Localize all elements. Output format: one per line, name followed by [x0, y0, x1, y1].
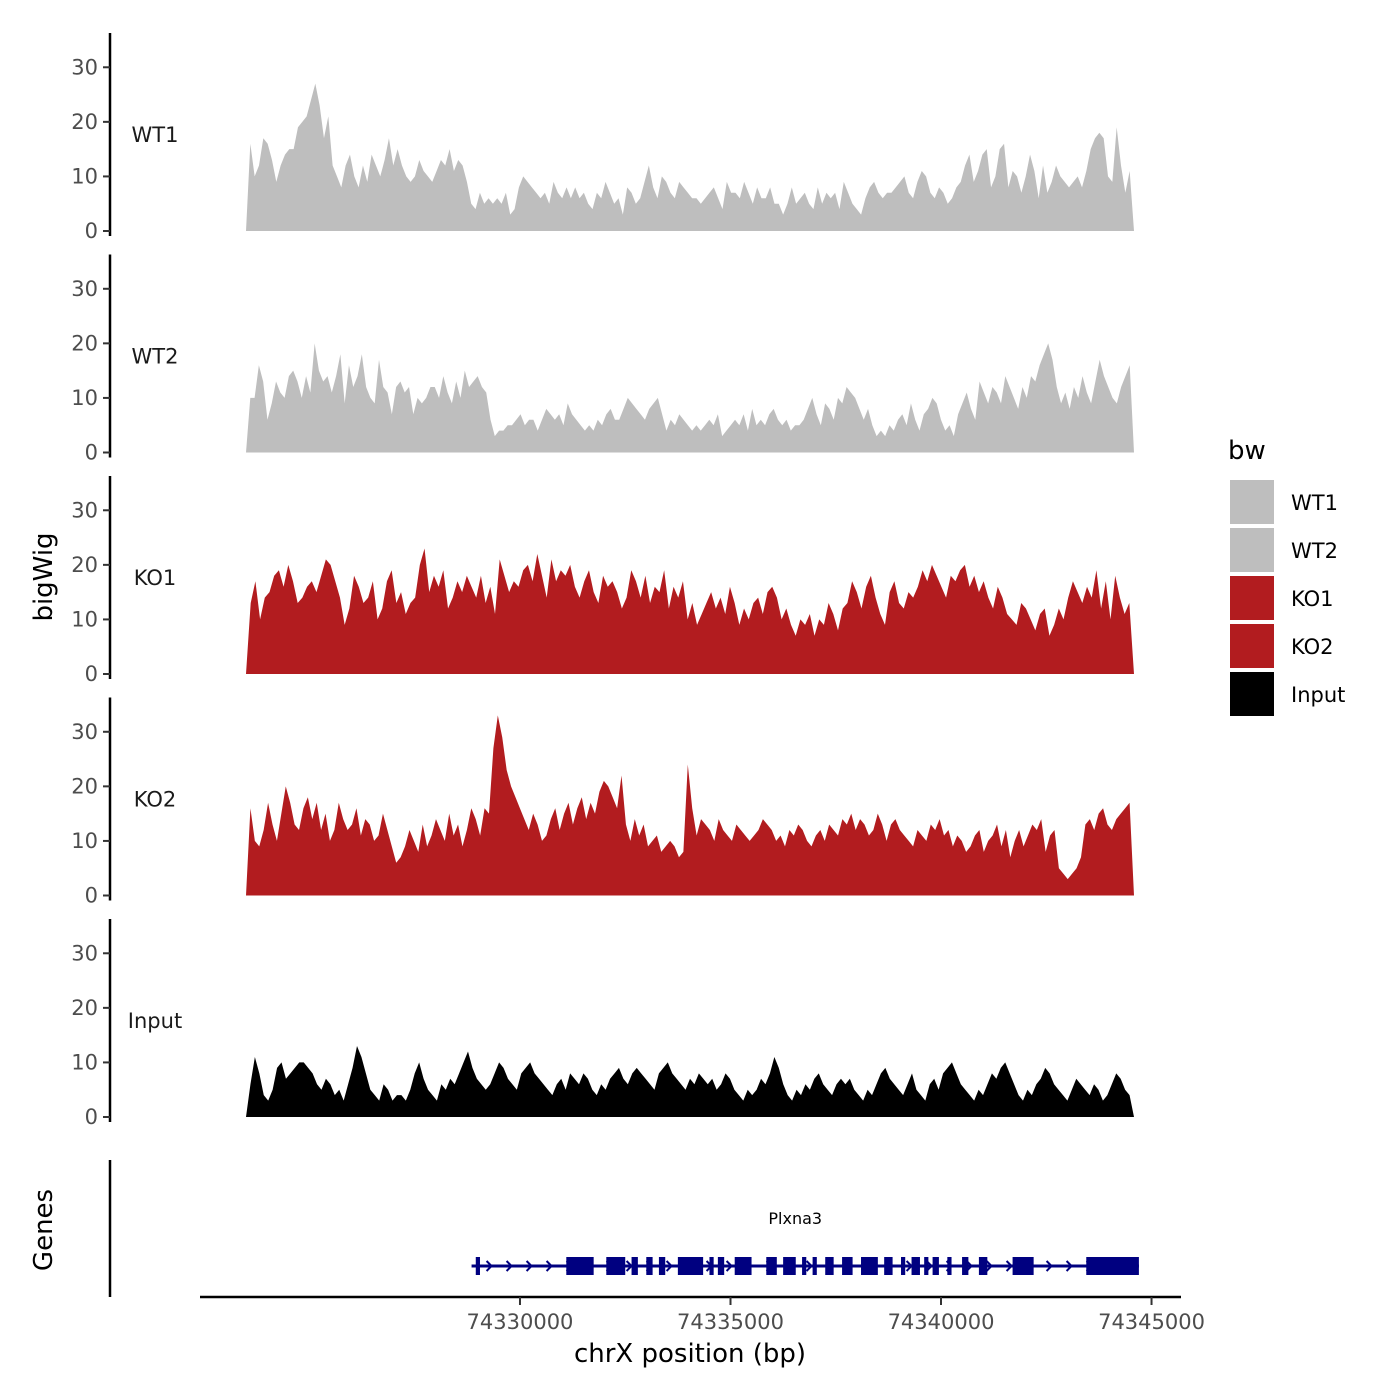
signal-tracks: 0 10 20 30 WT1 0 10 20 30 WT2 0 10 20 30 KO1 0 10 20 30 KO2… [71, 33, 1134, 1129]
y-tick-label: 10 [71, 829, 98, 853]
signal-area-ko2 [246, 715, 1134, 896]
legend-key-wt2 [1230, 528, 1274, 572]
signal-area-wt2 [246, 343, 1134, 453]
y-tick-label: 20 [71, 996, 98, 1020]
x-tick-label: 74330000 [467, 1310, 574, 1334]
gene-exon [825, 1257, 834, 1275]
y-tick-label: 20 [71, 553, 98, 577]
y-tick-label: 0 [85, 441, 98, 465]
y-tick-label: 30 [71, 277, 98, 301]
track-panel-wt1: 0 10 20 30 WT1 [71, 33, 1134, 243]
y-tick-label: 20 [71, 331, 98, 355]
track-label: Input [128, 1009, 182, 1033]
track-label: KO2 [134, 788, 177, 812]
legend-label: WT2 [1291, 539, 1338, 563]
gene-track: Plxna3 [108, 1160, 1139, 1297]
strand-arrow [505, 1260, 513, 1272]
strand-arrow [805, 1260, 813, 1272]
legend-key-input [1230, 672, 1274, 716]
track-panel-ko2: 0 10 20 30 KO2 [71, 697, 1134, 908]
gene-exon [677, 1257, 704, 1275]
gene-exon [566, 1257, 594, 1275]
y-tick-label: 20 [71, 110, 98, 134]
gene-exon [734, 1257, 752, 1275]
gene-exon [658, 1257, 666, 1275]
gene-exon [1012, 1257, 1034, 1275]
signal-area-ko1 [246, 548, 1134, 674]
y-axis-title: bigWig [29, 532, 59, 621]
gene-exon [646, 1257, 653, 1275]
y-tick-label: 10 [71, 386, 98, 410]
legend-label: KO2 [1291, 635, 1334, 659]
gene-exon [709, 1257, 714, 1275]
y-tick-label: 0 [85, 1105, 98, 1129]
legend-key-ko2 [1230, 624, 1274, 668]
genes-axis-title: Genes [29, 1189, 59, 1271]
y-tick-label: 10 [71, 164, 98, 188]
x-tick-label: 74345000 [1098, 1310, 1205, 1334]
legend-label: KO1 [1291, 587, 1334, 611]
track-panel-ko1: 0 10 20 30 KO1 [71, 476, 1134, 686]
gene-name-label: Plxna3 [768, 1209, 822, 1228]
x-axis: 74330000 74335000 74340000 74345000 [200, 1295, 1205, 1334]
track-label: WT2 [132, 345, 179, 369]
legend: WT1 WT2 KO1 KO2 Input [1230, 480, 1345, 716]
legend-key-wt1 [1230, 480, 1274, 524]
gene-exon [766, 1257, 777, 1275]
gene-exon [884, 1257, 893, 1275]
strand-arrow [485, 1260, 493, 1272]
strand-arrow [1045, 1260, 1053, 1272]
strand-arrow [1005, 1260, 1013, 1272]
strand-arrow [725, 1260, 733, 1272]
y-tick-label: 30 [71, 498, 98, 522]
gene-exon [924, 1257, 929, 1275]
y-tick-label: 0 [85, 884, 98, 908]
gene-exon [606, 1257, 626, 1275]
gene-exon [962, 1257, 969, 1275]
legend-label: Input [1291, 683, 1345, 707]
y-tick-label: 30 [71, 941, 98, 965]
x-axis-title: chrX position (bp) [574, 1339, 806, 1369]
gene-exon [947, 1257, 952, 1275]
legend-label: WT1 [1291, 491, 1338, 515]
gene-exon [475, 1257, 480, 1275]
signal-area-wt1 [246, 83, 1134, 231]
gene-exon [932, 1257, 939, 1275]
y-tick-label: 0 [85, 219, 98, 243]
track-label: KO1 [134, 566, 177, 590]
track-panel-wt2: 0 10 20 30 WT2 [71, 254, 1134, 465]
y-tick-label: 30 [71, 720, 98, 744]
strand-arrow [665, 1260, 673, 1272]
gene-exon [717, 1257, 725, 1275]
y-tick-label: 10 [71, 607, 98, 631]
y-tick-label: 10 [71, 1050, 98, 1074]
gene-exon [783, 1257, 796, 1275]
signal-area-input [246, 1046, 1134, 1117]
track-panel-input: 0 10 20 30 Input [71, 919, 1134, 1129]
y-tick-label: 20 [71, 774, 98, 798]
gene-exon [842, 1257, 853, 1275]
strand-arrow [545, 1260, 553, 1272]
gene-exon [1086, 1257, 1139, 1275]
legend-key-ko1 [1230, 576, 1274, 620]
gene-exon [812, 1257, 817, 1275]
strand-arrow [1065, 1260, 1073, 1272]
gene-exon [978, 1257, 988, 1275]
y-tick-label: 0 [85, 662, 98, 686]
gene-exon [631, 1257, 638, 1275]
strand-arrow [525, 1260, 533, 1272]
x-tick-label: 74335000 [677, 1310, 784, 1334]
gene-exon [901, 1257, 906, 1275]
track-label: WT1 [132, 123, 179, 147]
y-tick-label: 30 [71, 55, 98, 79]
strand-arrow [985, 1260, 993, 1272]
x-tick-label: 74340000 [888, 1310, 995, 1334]
legend-title: bw [1228, 436, 1266, 466]
gene-exon [911, 1257, 920, 1275]
gene-exon [802, 1257, 807, 1275]
gene-exon [861, 1257, 878, 1275]
